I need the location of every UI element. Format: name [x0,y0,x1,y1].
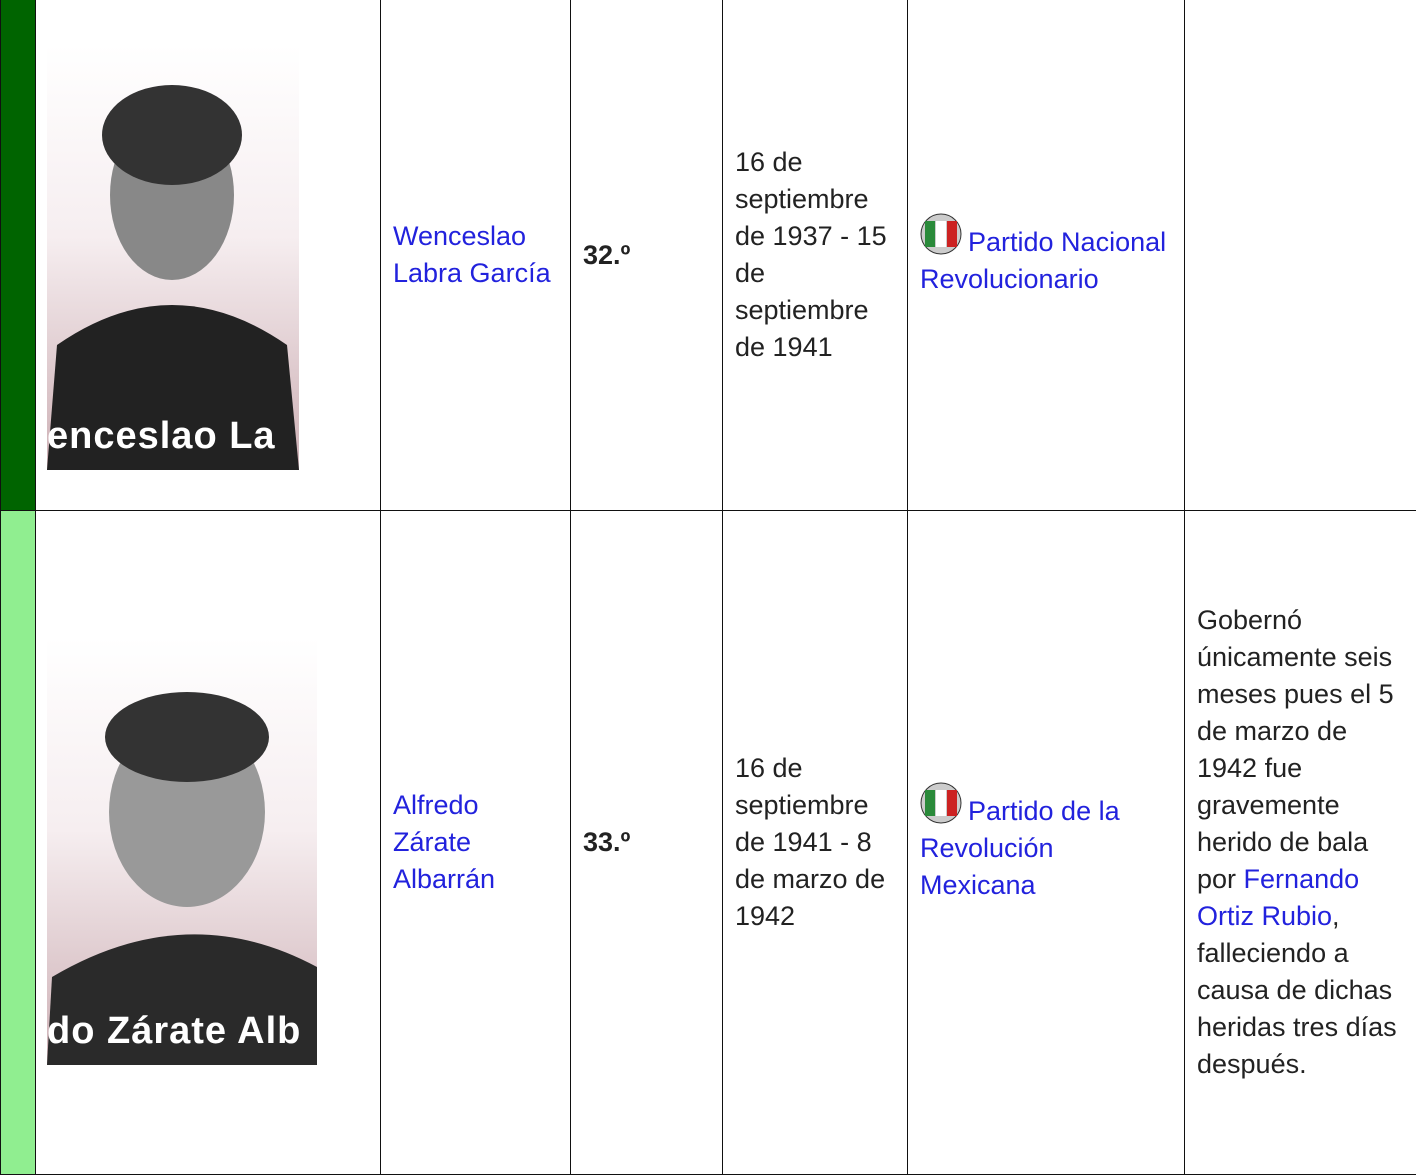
notes-cell [1185,0,1416,511]
term: 16 de septiembre de 1941 - 8 de marzo de… [735,753,885,931]
party-logo [920,782,962,824]
photo-cell: enceslao La [36,0,381,511]
portrait-silhouette [47,637,317,1065]
name-cell: Alfredo Zárate Albarrán [381,511,571,1175]
portrait-silhouette [47,45,299,470]
number: 33.º [583,827,630,857]
term: 16 de septiembre de 1937 - 15 de septiem… [735,147,887,362]
notes-text: Gobernó únicamente seis meses pues el 5 … [1197,605,1394,894]
term-cell: 16 de septiembre de 1937 - 15 de septiem… [723,0,908,511]
photo-caption: do Zárate Alb [47,1011,301,1051]
portrait: enceslao La [47,45,299,470]
name-link[interactable]: Wenceslao Labra García [393,221,551,288]
party-cell: Partido de la Revolución Mexicana [908,511,1185,1175]
photo-cell: do Zárate Alb [36,511,381,1175]
name-link[interactable]: Alfredo Zárate Albarrán [393,790,495,894]
number-cell: 33.º [571,511,723,1175]
party-color-bar [1,0,36,511]
photo-caption: enceslao La [47,416,276,456]
party-cell: Partido Nacional Revolucionario [908,0,1185,511]
name-cell: Wenceslao Labra García [381,0,571,511]
notes-cell: Gobernó únicamente seis meses pues el 5 … [1185,511,1416,1175]
number-cell: 32.º [571,0,723,511]
term-cell: 16 de septiembre de 1941 - 8 de marzo de… [723,511,908,1175]
table-row: enceslao La Wenceslao Labra García 32.º … [1,0,1416,511]
number: 32.º [583,240,630,270]
table-row: do Zárate Alb Alfredo Zárate Albarrán 33… [1,511,1416,1175]
portrait: do Zárate Alb [47,637,317,1065]
party-logo [920,213,962,255]
party-color-bar [1,511,36,1175]
